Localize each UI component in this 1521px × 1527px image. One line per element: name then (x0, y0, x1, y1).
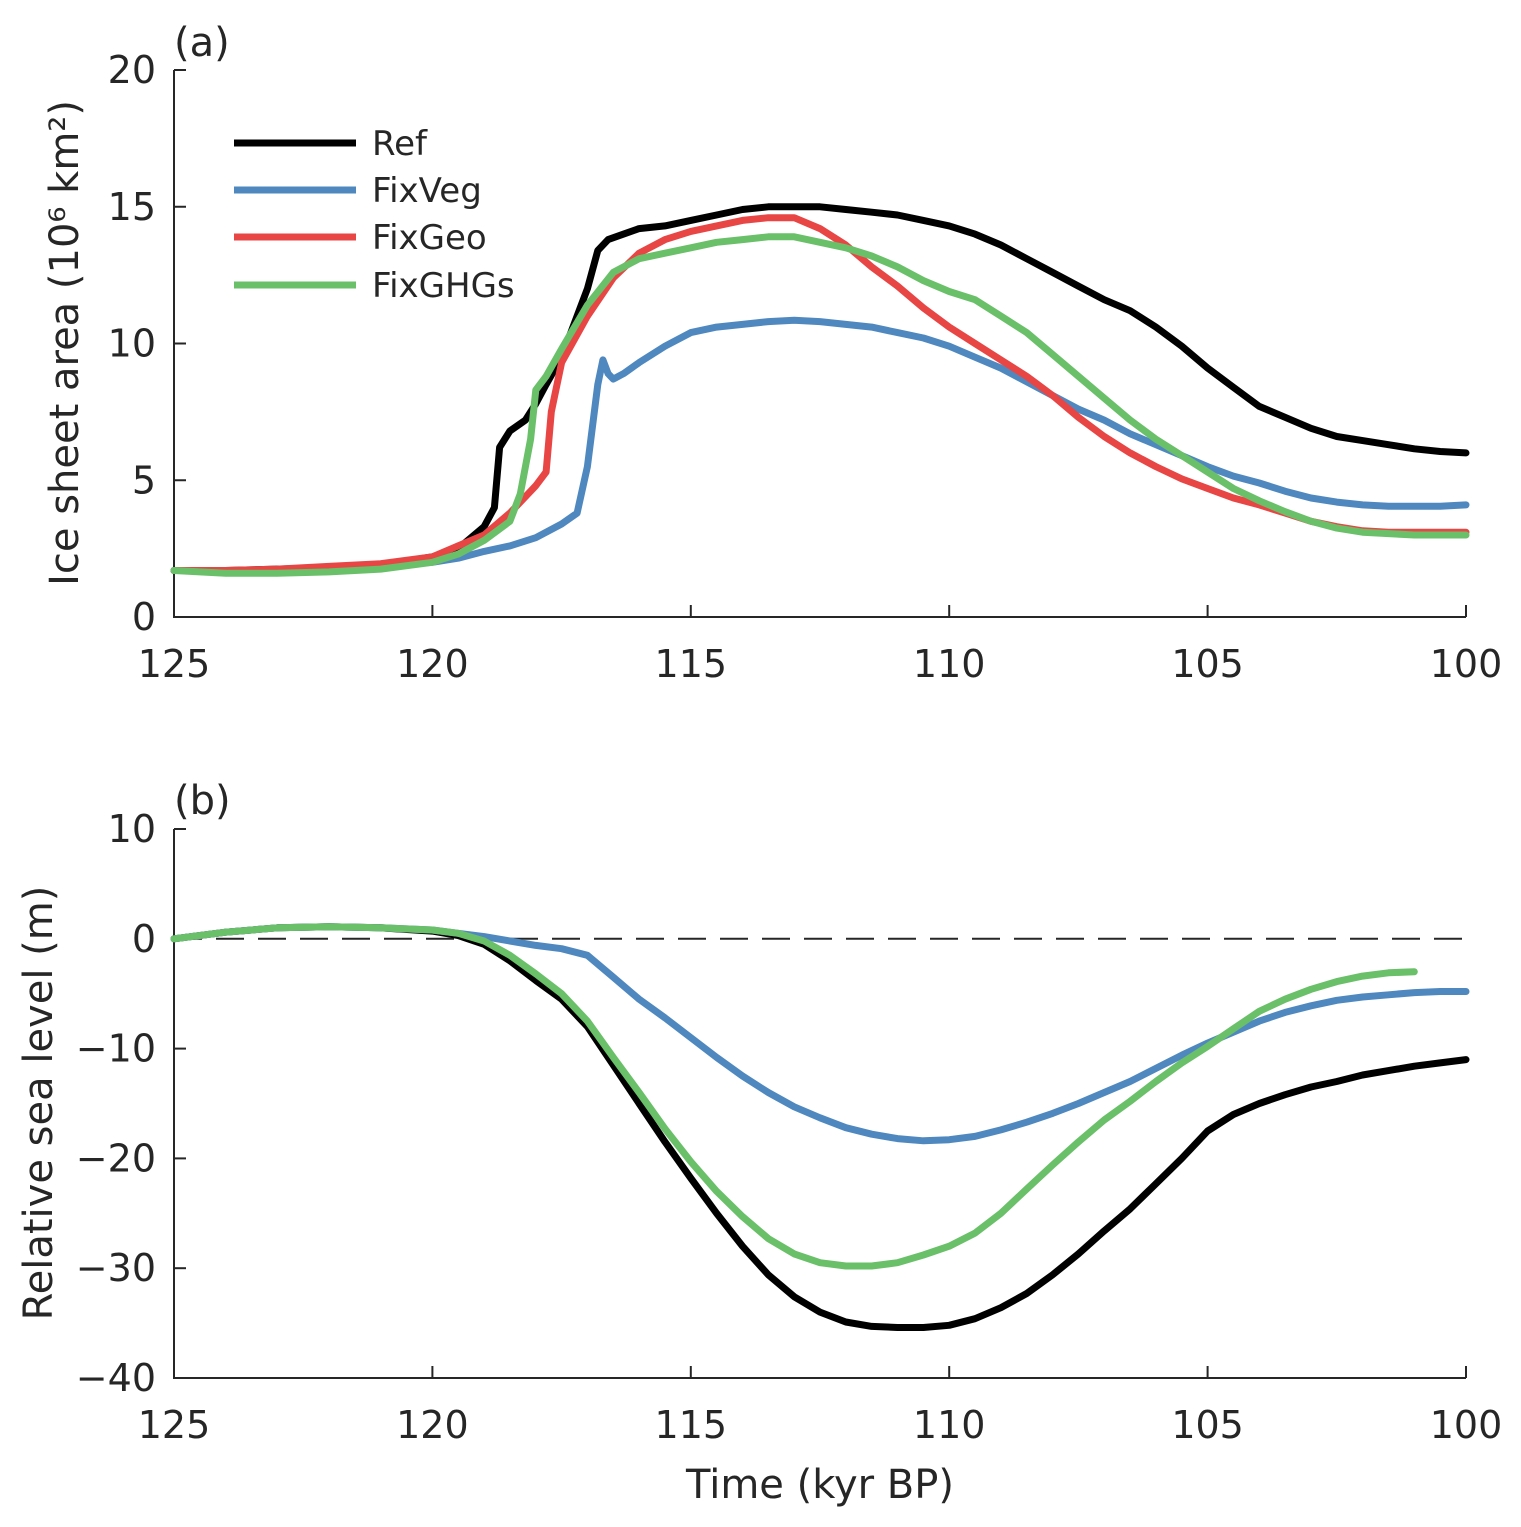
legend-label-fixgeo: FixGeo (372, 218, 487, 258)
y-tick-label: 0 (132, 917, 156, 961)
y-tick-label: 0 (132, 595, 156, 639)
panel-a-y-ticks: 0 5 10 15 20 (108, 48, 186, 639)
y-tick-label: 15 (108, 185, 156, 229)
series-line-ref (170, 923, 1470, 1331)
legend-label-ref: Ref (372, 124, 428, 164)
x-tick-label: 110 (913, 642, 986, 686)
x-tick-label: 120 (396, 1403, 469, 1447)
y-tick-label: −30 (76, 1246, 156, 1290)
x-tick-label: 110 (913, 1403, 986, 1447)
panel-b-y-ticks: −40 −30 −20 −10 0 10 (76, 807, 186, 1400)
x-tick-label: 105 (1171, 642, 1244, 686)
panel-a-y-axis-title: Ice sheet area (10⁶ km²) (42, 100, 88, 586)
panel-b-x-ticks: 125 120 115 110 105 100 (138, 1366, 1503, 1447)
series-line-ref (170, 203, 1470, 574)
y-tick-label: 10 (108, 322, 156, 366)
x-tick-label: 125 (138, 642, 211, 686)
legend-label-fixveg: FixVeg (372, 171, 482, 211)
series-line-fixghgs (170, 233, 1470, 577)
y-tick-label: −10 (76, 1027, 156, 1071)
panel-b-relative-sea-level: (b) Relative sea level (m) Time (kyr BP)… (16, 778, 1502, 1508)
y-tick-label: 10 (108, 807, 156, 851)
x-tick-label: 100 (1430, 642, 1503, 686)
x-tick-label: 100 (1430, 1403, 1503, 1447)
panel-a-axes-frame (173, 70, 1466, 618)
panel-a-x-ticks: 125 120 115 110 105 100 (138, 605, 1503, 686)
series-line-fixveg (170, 923, 1470, 1145)
x-tick-label: 115 (655, 1403, 728, 1447)
series-line-fixghgs (170, 923, 1418, 1270)
panel-b-x-axis-title: Time (kyr BP) (685, 1462, 954, 1508)
panel-a-label: (a) (174, 20, 230, 66)
panel-b-axes-frame (173, 829, 1466, 1379)
x-tick-label: 115 (655, 642, 728, 686)
x-tick-label: 105 (1171, 1403, 1244, 1447)
y-tick-label: 20 (108, 48, 156, 92)
panel-b-series (170, 923, 1470, 1331)
legend: Ref FixVeg FixGeo FixGHGs (234, 124, 515, 306)
series-line-fixgeo (170, 214, 1470, 574)
x-tick-label: 125 (138, 1403, 211, 1447)
panel-b-label: (b) (174, 778, 231, 824)
panel-a-ice-sheet-area: (a) Ice sheet area (10⁶ km²) 125 120 115 11… (42, 20, 1502, 686)
y-tick-label: 5 (132, 458, 156, 502)
y-tick-label: −40 (76, 1356, 156, 1400)
series-line-fixveg (170, 316, 1470, 574)
panel-b-y-axis-title: Relative sea level (m) (16, 886, 62, 1321)
panel-a-series (170, 203, 1470, 577)
legend-label-fixghgs: FixGHGs (372, 266, 515, 306)
y-tick-label: −20 (76, 1136, 156, 1180)
x-tick-label: 120 (396, 642, 469, 686)
